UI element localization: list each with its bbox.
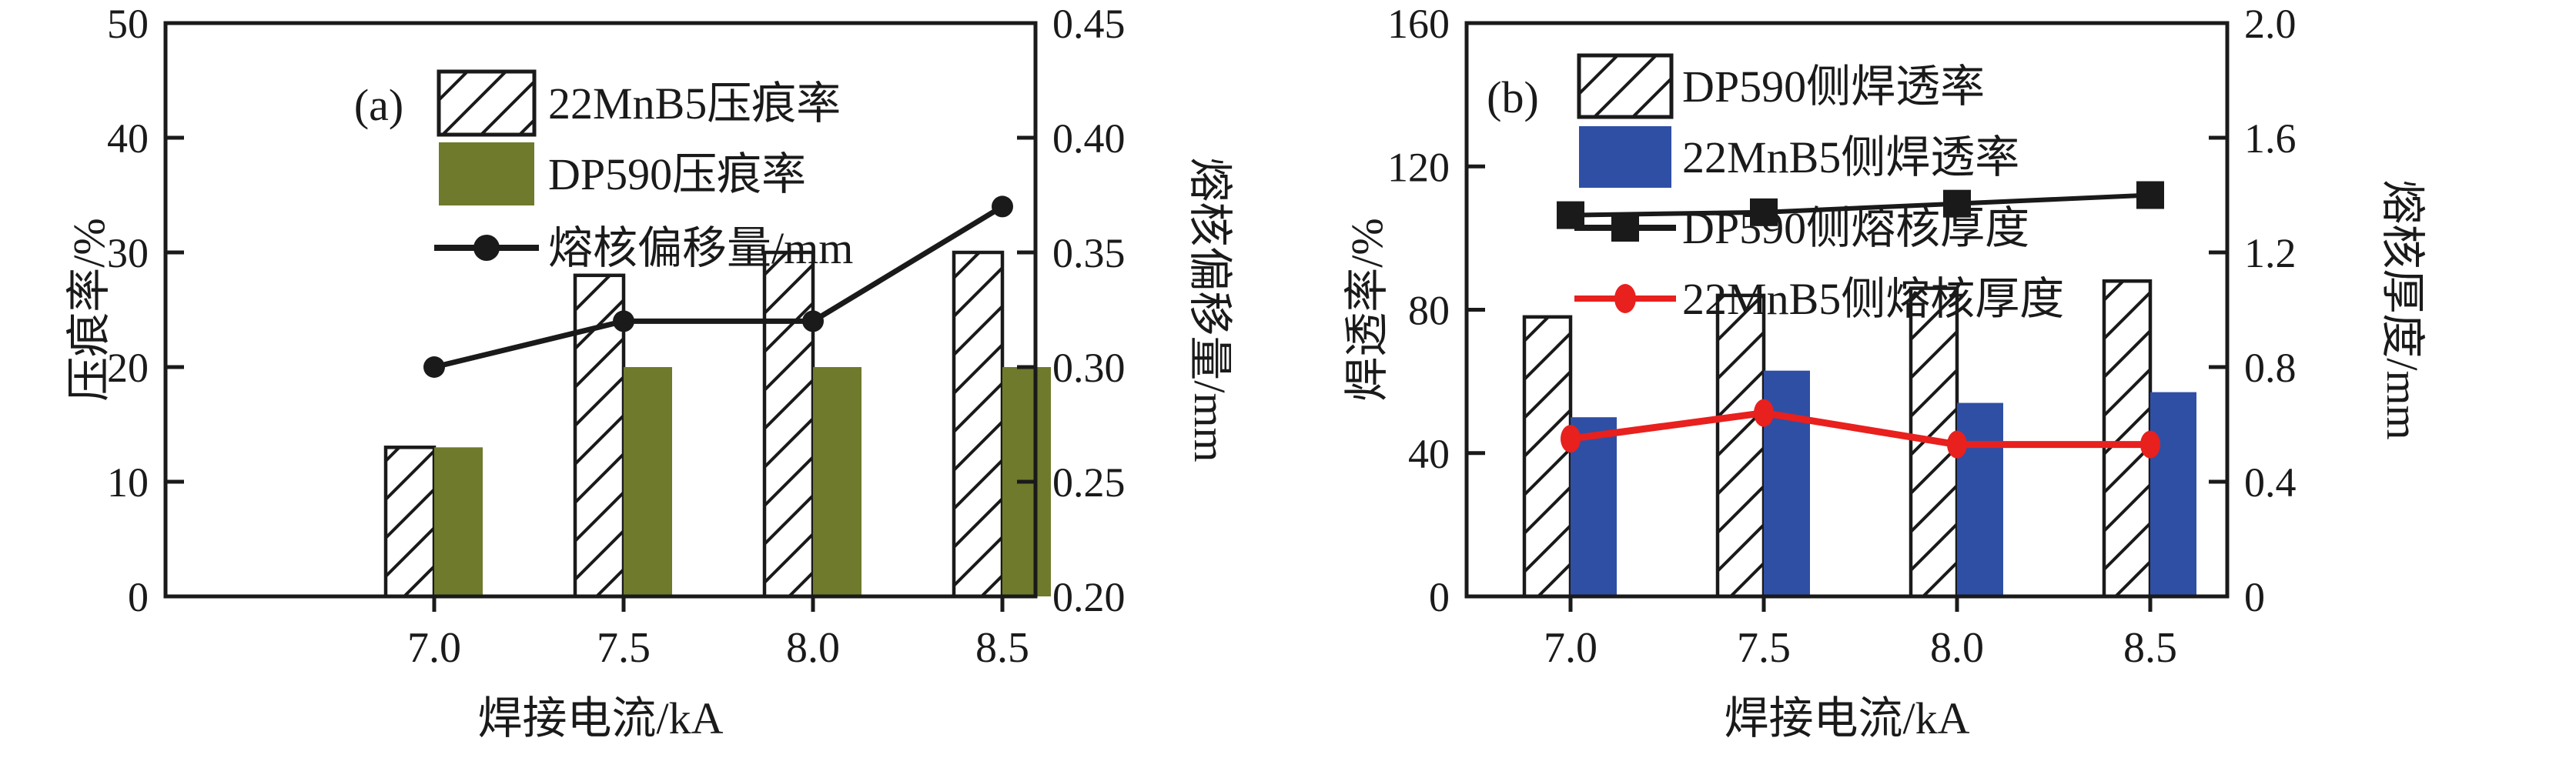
- x-axis-tick-label: 8.0: [786, 624, 840, 672]
- x-axis-tick-label: 8.5: [975, 624, 1029, 672]
- bar-solid-c3: [2150, 392, 2196, 596]
- line-marker-circle-c0: [423, 356, 445, 378]
- line-marker-square-c3: [2136, 181, 2164, 209]
- legend-label-3: 22MnB5侧熔核厚度: [1682, 274, 2064, 324]
- left-axis-tick-label: 160: [1387, 1, 1450, 47]
- x-axis-label: 焊接电流/kA: [1724, 693, 1969, 743]
- line-marker-ellipse-c3: [2140, 430, 2160, 459]
- left-axis-tick-label: 10: [107, 459, 149, 506]
- data-line-0: [433, 204, 1004, 370]
- legend-label-1: 22MnB5侧焊透率: [1682, 132, 2019, 182]
- x-axis-tick-label: 7.5: [597, 624, 651, 672]
- panel-b: 0 40 80 120 160 0 0.4 0.8 1.2 1.6 2.0 7.0 7.5 8.0 8.5 焊…: [1288, 0, 2576, 758]
- x-axis-tick-label: 8.5: [2123, 624, 2177, 672]
- line-marker-ellipse-c2: [1947, 430, 1967, 459]
- line-marker-ellipse-c1: [1754, 399, 1774, 427]
- bar-solid-c2: [1957, 402, 2003, 596]
- legend-label-2: 熔核偏移量/mm: [548, 223, 853, 273]
- line-marker-circle-c1: [613, 310, 634, 332]
- left-axis-tick-label: 50: [107, 1, 149, 47]
- left-axis-tick-label: 120: [1387, 144, 1450, 190]
- left-axis-tick-label: 0: [128, 574, 149, 620]
- bar-hatched-c1: [1715, 293, 1766, 599]
- right-axis-tick-label: 0.4: [2244, 459, 2297, 506]
- right-axis-tick-label: 0.30: [1052, 345, 1126, 391]
- right-axis-tick-label: 0.20: [1052, 574, 1126, 620]
- data-line-1: [1570, 409, 2150, 449]
- panel-label: (b): [1487, 72, 1539, 122]
- legend-marker-square-2: [1611, 214, 1639, 242]
- x-axis-label: 焊接电流/kA: [477, 693, 723, 743]
- right-axis-tick-label: 0.40: [1052, 115, 1126, 162]
- left-axis-tick-label: 40: [107, 115, 149, 162]
- right-axis-label: 熔核厚度/mm: [2377, 179, 2427, 439]
- left-axis-tick-label: 80: [1408, 288, 1450, 334]
- chart-b: 0 40 80 120 160 0 0.4 0.8 1.2 1.6 2.0 7.0 7.5 8.0 8.5 焊…: [1342, 1, 2427, 743]
- bar-solid-c2: [813, 367, 861, 596]
- bar-solid-c0: [434, 447, 483, 596]
- right-axis-tick-label: 0: [2244, 574, 2265, 620]
- chart-a: 0 10 20 30 40 50 0.20 0.25 0.30 0.35 0.40 0.45 7.0 7.…: [64, 1, 1235, 743]
- x-axis-tick-label: 8.0: [1930, 624, 1984, 672]
- x-axis-tick-label: 7.0: [1544, 624, 1597, 672]
- x-axis-tick-label: 7.0: [407, 624, 461, 672]
- right-axis-tick-label: 1.2: [2244, 230, 2297, 276]
- bar-hatched-c2: [762, 250, 815, 599]
- legend-label-1: DP590压痕率: [548, 149, 806, 199]
- right-axis-label: 熔核偏移量/mm: [1185, 157, 1235, 462]
- bar-hatched-c3: [952, 250, 1005, 599]
- legend-label-2: DP590侧熔核厚度: [1682, 203, 2029, 253]
- legend-swatch-0: [437, 69, 537, 137]
- data-line-0: [1570, 192, 2151, 218]
- line-marker-ellipse-c0: [1561, 425, 1581, 453]
- panel-label: (a): [354, 80, 403, 130]
- line-marker-square-c2: [1943, 189, 1971, 218]
- line-marker-circle-c3: [992, 195, 1013, 218]
- legend-marker-ellipse-3: [1614, 284, 1636, 313]
- legend-label-0: DP590侧焊透率: [1682, 62, 1985, 112]
- right-axis-tick-label: 0.25: [1052, 459, 1126, 506]
- right-axis-tick-label: 0.45: [1052, 1, 1126, 47]
- line-marker-square-c1: [1750, 198, 1778, 226]
- panel-a: 0 10 20 30 40 50 0.20 0.25 0.30 0.35 0.40 0.45 7.0 7.…: [64, 1, 1235, 743]
- x-axis-tick-label: 7.5: [1737, 624, 1791, 672]
- plot-frame: [163, 21, 1038, 599]
- legend-swatch-0: [1577, 53, 1674, 119]
- line-marker-circle-c2: [802, 310, 824, 332]
- right-axis-tick-label: 0.35: [1052, 230, 1126, 276]
- bar-hatched-c0: [1522, 315, 1573, 599]
- bar-solid-c1: [624, 367, 672, 596]
- legend-label-0: 22MnB5压痕率: [548, 78, 841, 129]
- left-axis-tick-label: 20: [107, 345, 149, 391]
- left-axis-tick-label: 30: [107, 230, 149, 276]
- left-axis-label: 焊透率/%: [1342, 218, 1392, 401]
- left-axis-label: 压痕率/%: [64, 218, 114, 401]
- legend-swatch-1: [439, 142, 534, 205]
- bar-hatched-c0: [383, 446, 437, 599]
- right-axis-tick-label: 1.6: [2244, 115, 2297, 162]
- legend-marker-circle-2: [473, 235, 500, 261]
- right-axis-tick-label: 0.8: [2244, 345, 2297, 391]
- left-axis-tick-label: 0: [1429, 574, 1450, 620]
- left-axis-tick-label: 40: [1408, 431, 1450, 477]
- legend-swatch-1: [1579, 126, 1671, 188]
- right-axis-tick-label: 2.0: [2244, 1, 2297, 47]
- line-marker-square-c0: [1557, 201, 1584, 229]
